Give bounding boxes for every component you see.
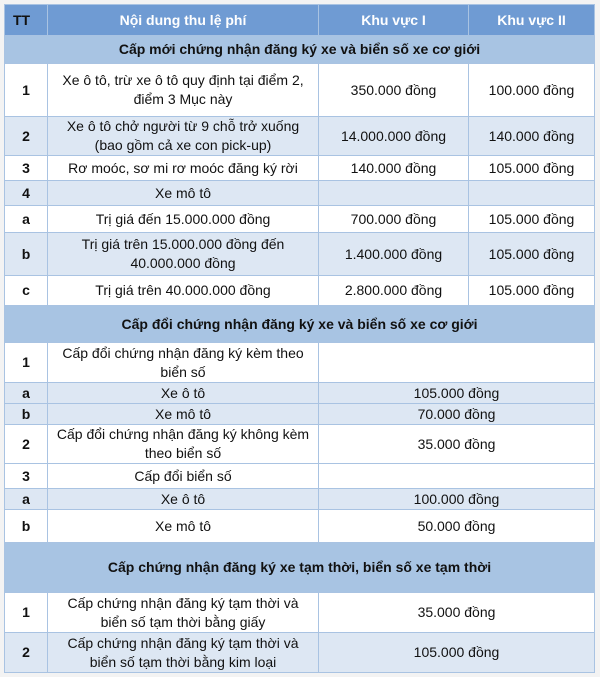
row-fee: 35.000 đồng xyxy=(318,424,595,464)
row-kv2: 105.000 đồng xyxy=(468,205,595,233)
row-kv1: 1.400.000 đồng xyxy=(318,232,469,276)
row-fee: 50.000 đồng xyxy=(318,509,595,543)
table-row: a Xe ô tô 105.000 đồng xyxy=(4,382,595,404)
row-tt: 2 xyxy=(4,116,48,156)
row-kv1: 350.000 đồng xyxy=(318,63,469,117)
section-title-row: Cấp đổi chứng nhận đăng ký xe và biển số… xyxy=(4,305,595,343)
row-fee: 100.000 đồng xyxy=(318,488,595,510)
row-tt: 3 xyxy=(4,155,48,181)
header-kv1: Khu vực I xyxy=(318,4,469,36)
row-kv1: 700.000 đồng xyxy=(318,205,469,233)
table-row: 1 Xe ô tô, trừ xe ô tô quy định tại điểm … xyxy=(4,63,595,117)
row-fee: 105.000 đồng xyxy=(318,382,595,404)
row-content: Xe ô tô xyxy=(47,382,319,404)
row-content: Xe mô tô xyxy=(47,180,319,206)
row-tt: a xyxy=(4,205,48,233)
table-row: b Xe mô tô 70.000 đồng xyxy=(4,403,595,425)
section-title: Cấp mới chứng nhận đăng ký xe và biển số… xyxy=(4,35,595,64)
header-row: TT Nội dung thu lệ phí Khu vực I Khu vực… xyxy=(4,4,595,36)
table-row: a Trị giá đến 15.000.000 đồng 700.000 đồng… xyxy=(4,205,595,233)
row-kv2: 105.000 đồng xyxy=(468,275,595,306)
table-row: 1 Cấp chứng nhận đăng ký tạm thời và biển… xyxy=(4,592,595,633)
header-tt: TT xyxy=(4,4,48,36)
table-row: 1 Cấp đổi chứng nhận đăng ký kèm theo biể… xyxy=(4,342,595,383)
row-content: Rơ moóc, sơ mi rơ moóc đăng ký rời xyxy=(47,155,319,181)
row-tt: b xyxy=(4,232,48,276)
row-content: Trị giá trên 15.000.000 đồng đến 40.000.… xyxy=(47,232,319,276)
row-kv2: 140.000 đồng xyxy=(468,116,595,156)
row-content: Cấp đổi chứng nhận đăng ký không kèm the… xyxy=(47,424,319,464)
table-row: 2 Xe ô tô chở người từ 9 chỗ trở xuống (b… xyxy=(4,116,595,156)
row-kv2: 100.000 đồng xyxy=(468,63,595,117)
row-content: Xe ô tô xyxy=(47,488,319,510)
table-row: 3 Rơ moóc, sơ mi rơ moóc đăng ký rời 140.0… xyxy=(4,155,595,181)
row-tt: 4 xyxy=(4,180,48,206)
table-row: c Trị giá trên 40.000.000 đồng 2.800.000 đ… xyxy=(4,275,595,306)
table-row: a Xe ô tô 100.000 đồng xyxy=(4,488,595,510)
table-row: b Trị giá trên 15.000.000 đồng đến 40.000… xyxy=(4,232,595,276)
row-tt: 2 xyxy=(4,632,48,673)
row-tt: b xyxy=(4,403,48,425)
section-title: Cấp chứng nhận đăng ký xe tạm thời, biển… xyxy=(4,542,595,593)
row-tt: a xyxy=(4,382,48,404)
row-fee xyxy=(318,342,595,383)
row-kv1: 140.000 đồng xyxy=(318,155,469,181)
row-kv1: 14.000.000 đồng xyxy=(318,116,469,156)
header-kv2: Khu vực II xyxy=(468,4,595,36)
table-row: 4 Xe mô tô xyxy=(4,180,595,206)
row-tt: 1 xyxy=(4,342,48,383)
section-title-row: Cấp chứng nhận đăng ký xe tạm thời, biển… xyxy=(4,542,595,593)
row-kv1 xyxy=(318,180,469,206)
row-content: Xe mô tô xyxy=(47,403,319,425)
row-fee: 105.000 đồng xyxy=(318,632,595,673)
row-fee: 70.000 đồng xyxy=(318,403,595,425)
table-row: 3 Cấp đổi biển số xyxy=(4,463,595,489)
row-tt: 1 xyxy=(4,592,48,633)
row-kv1: 2.800.000 đồng xyxy=(318,275,469,306)
row-tt: 1 xyxy=(4,63,48,117)
row-content: Xe ô tô chở người từ 9 chỗ trở xuống (ba… xyxy=(47,116,319,156)
row-content: Cấp đổi chứng nhận đăng ký kèm theo biển… xyxy=(47,342,319,383)
row-tt: 3 xyxy=(4,463,48,489)
row-content: Trị giá đến 15.000.000 đồng xyxy=(47,205,319,233)
row-content: Xe ô tô, trừ xe ô tô quy định tại điểm 2… xyxy=(47,63,319,117)
table-row: b Xe mô tô 50.000 đồng xyxy=(4,509,595,543)
row-content: Cấp chứng nhận đăng ký tạm thời và biển … xyxy=(47,592,319,633)
row-kv2: 105.000 đồng xyxy=(468,155,595,181)
row-tt: c xyxy=(4,275,48,306)
row-fee xyxy=(318,463,595,489)
row-tt: 2 xyxy=(4,424,48,464)
row-kv2: 105.000 đồng xyxy=(468,232,595,276)
row-fee: 35.000 đồng xyxy=(318,592,595,633)
row-tt: b xyxy=(4,509,48,543)
row-content: Cấp chứng nhận đăng ký tạm thời và biển … xyxy=(47,632,319,673)
row-kv2 xyxy=(468,180,595,206)
row-content: Cấp đổi biển số xyxy=(47,463,319,489)
section-title-row: Cấp mới chứng nhận đăng ký xe và biển số… xyxy=(4,35,595,64)
row-content: Trị giá trên 40.000.000 đồng xyxy=(47,275,319,306)
row-tt: a xyxy=(4,488,48,510)
row-content: Xe mô tô xyxy=(47,509,319,543)
header-content: Nội dung thu lệ phí xyxy=(47,4,319,36)
table-row: 2 Cấp đổi chứng nhận đăng ký không kèm th… xyxy=(4,424,595,464)
fee-table: TT Nội dung thu lệ phí Khu vực I Khu vực… xyxy=(4,4,595,673)
table-row: 2 Cấp chứng nhận đăng ký tạm thời và biển… xyxy=(4,632,595,673)
section-title: Cấp đổi chứng nhận đăng ký xe và biển số… xyxy=(4,305,595,343)
